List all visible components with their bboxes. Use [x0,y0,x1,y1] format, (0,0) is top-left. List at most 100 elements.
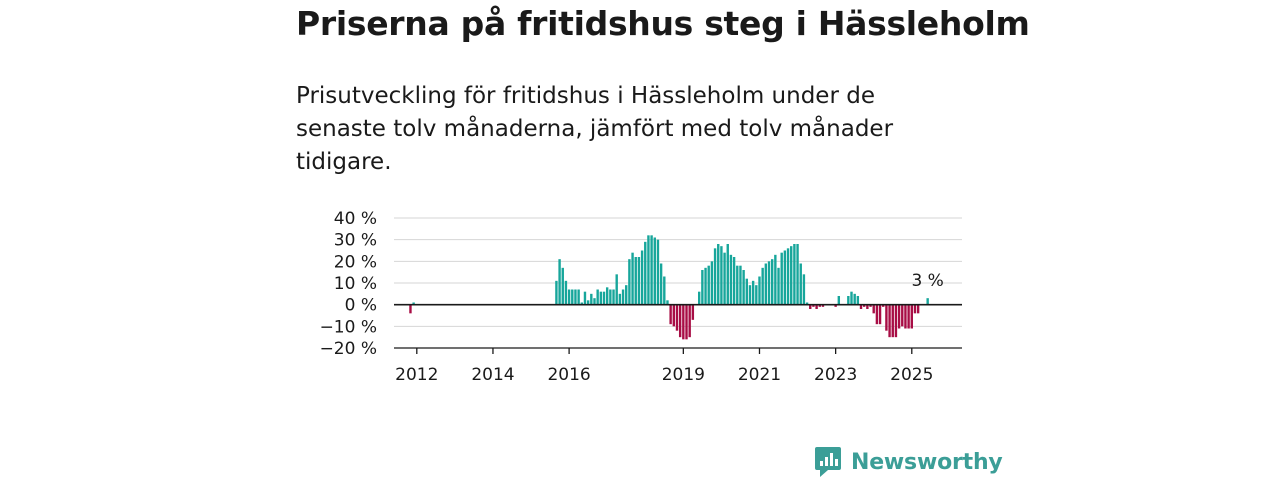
bar [885,304,888,331]
bar [698,291,701,305]
bar [593,298,596,305]
x-tick-label: 2019 [662,365,705,385]
bar [850,291,853,305]
x-tick-label: 2023 [814,365,857,385]
bar [653,237,656,305]
bar [863,304,866,307]
bar [834,304,837,307]
bar [704,267,707,305]
bar [910,304,913,329]
bar [891,304,894,338]
bar [640,250,644,305]
chart-labels: 3 % [911,271,943,291]
bar [599,291,603,305]
bar [682,304,685,340]
y-tick-label: 20 % [334,252,377,272]
bar [688,304,691,338]
bar [644,241,647,305]
bar [615,274,618,305]
bar [720,246,723,305]
bar [609,289,612,305]
y-tick-label: 30 % [334,231,377,251]
bar [764,263,768,305]
x-tick-label: 2012 [395,365,438,385]
bar [802,274,806,305]
bar [723,252,726,305]
bar [732,257,736,305]
y-tick-label: −20 % [320,339,377,359]
bar [637,257,641,305]
bar [869,304,872,307]
bar [796,244,799,305]
newsworthy-logo-icon [815,447,841,477]
bar [713,248,717,305]
bar [894,304,898,338]
bar [755,285,758,305]
y-tick-label: −10 % [320,317,377,337]
bar [625,285,628,305]
bar [790,246,793,305]
bar [780,252,783,305]
bar [859,304,863,309]
bar [634,257,637,305]
bar [878,304,882,325]
bar [907,304,910,329]
bar [875,304,879,325]
bar [631,252,634,305]
bar [656,239,660,305]
bar [751,280,755,305]
bar [571,289,574,305]
bar [856,296,860,305]
bar [691,304,695,320]
bar [729,254,733,305]
bar [901,304,904,327]
bar [558,259,561,305]
bar [717,244,720,305]
bar [774,254,777,305]
bar [913,304,917,314]
chart-bars [409,235,929,340]
bar [872,304,875,314]
bar [736,265,739,305]
bar [821,304,825,307]
y-tick-label: 0 % [345,296,377,316]
bar [748,285,752,305]
bar [897,304,901,329]
bar [799,263,802,305]
bar [564,280,568,305]
bar [812,304,815,307]
bar [853,293,856,305]
last-value-label: 3 % [911,271,943,291]
bar [882,304,885,307]
bar [669,304,672,325]
bar [786,248,790,305]
bar [685,304,688,340]
bar [916,304,920,314]
bar [815,304,818,309]
bar [412,302,415,305]
bar [586,300,590,305]
y-axis-ticks: 40 %30 %20 %10 %0 %−10 %−20 % [320,209,377,359]
bar [567,289,571,305]
bar [710,261,714,305]
bar [583,291,587,305]
bar [561,267,564,305]
x-tick-label: 2014 [471,365,514,385]
bar [590,293,593,305]
bar [707,265,710,305]
bar [783,250,787,305]
bar [866,304,869,309]
bar [793,244,796,305]
chart-axes [394,303,962,349]
bar [659,263,663,305]
bar [596,289,599,305]
bar [739,265,742,305]
bar [663,276,666,305]
bar [612,289,615,305]
bar [602,291,606,305]
bar-chart: 40 %30 %20 %10 %0 %−10 %−20 % 2012 2014 20… [320,209,962,385]
bar [650,235,653,305]
x-tick-label: 2025 [890,365,933,385]
bar [628,259,631,305]
bar [675,304,679,331]
